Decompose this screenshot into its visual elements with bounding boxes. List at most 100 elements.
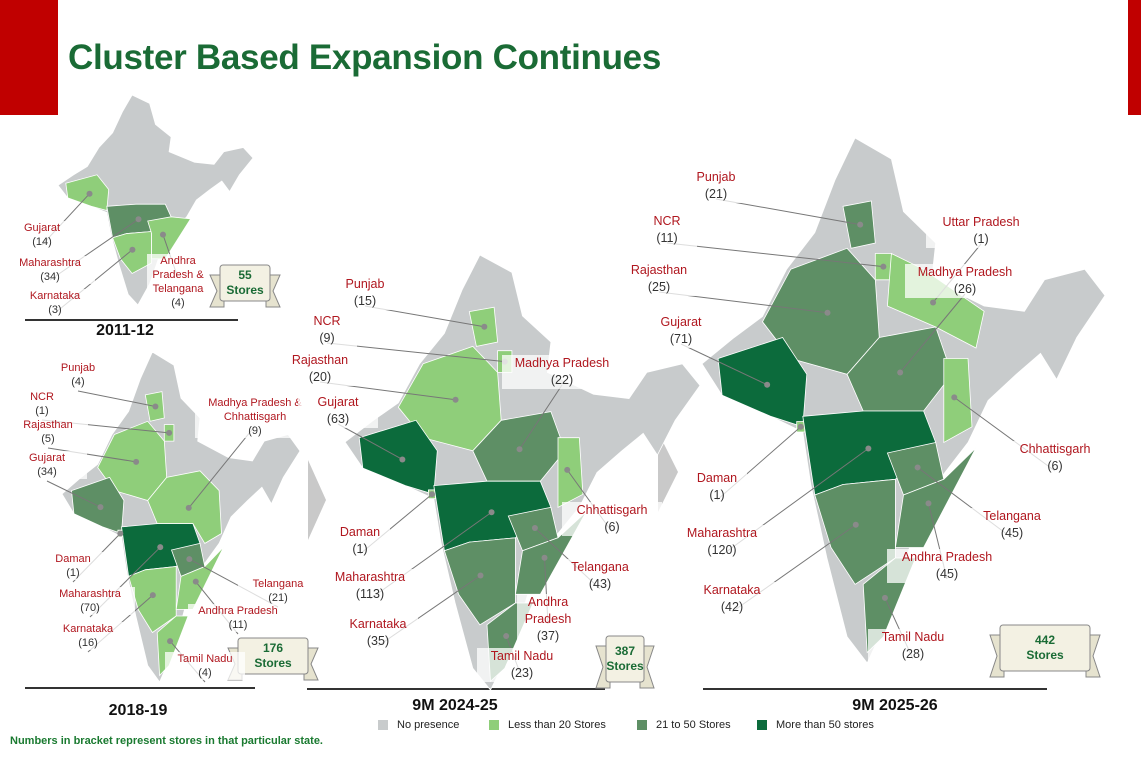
state-name: Tamil Nadu [490, 649, 554, 663]
state-label: Madhya Pradesh (22) [502, 355, 622, 389]
state-name: NCR [313, 314, 341, 328]
legend-swatch [757, 720, 767, 730]
state-stores: (63) [326, 412, 350, 426]
badge-label: Stores [254, 656, 292, 670]
leader-dot [951, 394, 958, 401]
period-label: 9M 2025-26 [852, 697, 938, 714]
state-name: Madhya Pradesh [917, 265, 1013, 279]
state-stores: (15) [353, 294, 377, 308]
state-region [175, 546, 225, 610]
leader-line [519, 384, 563, 450]
legend-label: More than 50 stores [776, 719, 874, 731]
state-stores: (22) [550, 373, 574, 387]
state-stores: (1) [66, 567, 80, 579]
state-name: Punjab [60, 362, 96, 374]
state-name: Maharashtra [334, 570, 406, 584]
state-stores: (14) [32, 236, 52, 248]
state-label: Andhra Pradesh (45) [887, 549, 1007, 583]
arrow [308, 460, 326, 540]
badge-count: 176 [262, 641, 284, 655]
state-label: Daman (1) [43, 552, 103, 580]
leader-dot [86, 190, 93, 197]
state-label: Andhra Pradesh (11) [188, 604, 288, 632]
leader-dot [764, 381, 771, 388]
state-name: Daman [696, 471, 738, 485]
state-label: Gujarat (63) [298, 394, 378, 428]
state-name: NCR [653, 214, 681, 228]
leader-dot [399, 456, 406, 463]
footnote: Numbers in bracket represent stores in t… [10, 735, 323, 747]
leader-dot [133, 458, 140, 465]
leader-dot [159, 231, 166, 238]
state-name: Telangana [571, 560, 629, 574]
state-label: Maharashtra (113) [320, 569, 420, 603]
leader-dot [930, 299, 937, 306]
state-stores: (1) [973, 232, 989, 246]
arrow [658, 432, 678, 512]
state-label: Punjab (15) [325, 276, 405, 310]
red-bar-right [1128, 0, 1141, 115]
state-label: Daman (1) [687, 470, 747, 504]
state-label: Gujarat (14) [2, 221, 82, 249]
state-label: Chhattisgarh (6) [562, 502, 662, 536]
state-stores: (1) [352, 542, 368, 556]
leader-line [46, 480, 101, 508]
state-name: Andhra Pradesh [901, 550, 993, 564]
state-name: Maharashtra [686, 526, 758, 540]
state-name: Tamil Nadu [881, 630, 945, 644]
leader-dot [797, 423, 804, 430]
leader-dot [503, 633, 510, 640]
state-name: Punjab [345, 277, 385, 291]
state-name: Andhra Pradesh [524, 595, 572, 626]
leader-dot [477, 572, 484, 579]
period-label: 2018-19 [108, 702, 168, 719]
leader-dot [897, 369, 904, 376]
state-label: Punjab (21) [676, 169, 756, 203]
leader-line [899, 293, 966, 373]
state-name: Rajasthan [291, 353, 349, 367]
state-stores: (4) [71, 376, 85, 388]
state-stores: (120) [707, 543, 737, 557]
state-name: Gujarat [28, 452, 66, 464]
leader-dot [824, 309, 831, 316]
state-label: Gujarat (71) [641, 314, 721, 348]
state-label: Telangana (21) [238, 577, 318, 605]
state-stores: (35) [366, 634, 390, 648]
state-name: Daman [339, 525, 381, 539]
state-label: Karnataka (42) [687, 582, 777, 616]
leader-dot [185, 504, 192, 511]
state-stores: (1) [35, 405, 49, 417]
badge-label: Stores [606, 659, 644, 673]
state-label: Madhya Pradesh & Chhattisgarh (9) [195, 396, 315, 438]
state-stores: (70) [80, 602, 100, 614]
state-stores: (6) [1047, 459, 1063, 473]
state-name: Daman [55, 553, 91, 565]
state-label: Telangana (45) [967, 508, 1057, 542]
state-name: Rajasthan [630, 263, 688, 277]
leader-dot [481, 323, 488, 330]
badge: 442 Stores [1000, 633, 1090, 663]
state-name: Gujarat [660, 315, 702, 329]
leader-line [188, 425, 256, 509]
leader-dot [152, 403, 159, 410]
state-stores: (28) [901, 647, 925, 661]
state-label: NCR (11) [637, 213, 697, 247]
badge-count: 442 [1034, 633, 1056, 647]
legend-label: No presence [397, 719, 460, 731]
state-label: Chhattisgarh (6) [1005, 441, 1105, 475]
state-label: Maharashtra (34) [5, 256, 95, 284]
badge: 387 Stores [606, 644, 644, 674]
state-label: Andhra Pradesh & Telangana (4) [147, 254, 209, 310]
leader-dot [925, 500, 932, 507]
state-name: Andhra Pradesh [198, 605, 278, 617]
state-name: Madhya Pradesh [514, 356, 610, 370]
state-name: Madhya Pradesh & Chhattisgarh [208, 397, 302, 423]
badge-body [999, 624, 1091, 672]
state-name: Uttar Pradesh [942, 215, 1020, 229]
leader-dot [564, 466, 571, 473]
state-name: NCR [30, 391, 54, 403]
state-stores: (25) [647, 280, 671, 294]
state-label: Maharashtra (70) [45, 587, 135, 615]
